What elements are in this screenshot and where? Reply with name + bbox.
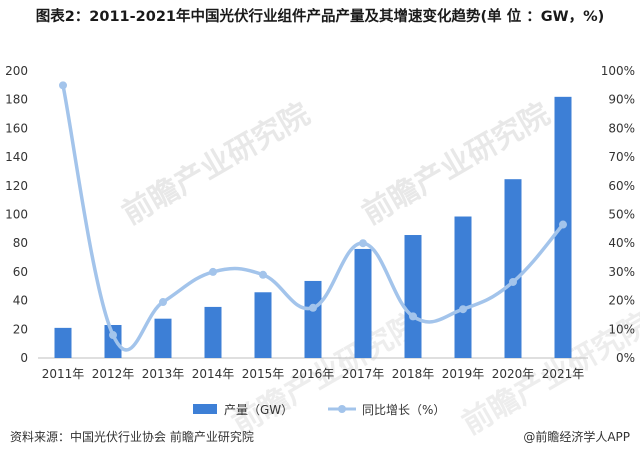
legend: 产量（GW） 同比增长（%）: [193, 403, 445, 417]
right-tick-label: 0%: [616, 351, 635, 365]
chart-title: 图表2：2011-2021年中国光伏行业组件产品产量及其增速变化趋势(单 位 ：…: [35, 9, 605, 25]
left-tick-label: 120: [5, 179, 28, 193]
x-axis-labels: 2011年 2012年 2013年 2014年 2015年 2016年 2017年 2018年…: [42, 367, 585, 381]
x-tick-label: 2017年: [342, 367, 385, 381]
growth-points: [59, 81, 567, 340]
watermark-text: 前瞻产业研究院: [357, 97, 556, 232]
left-tick-label: 0: [20, 351, 28, 365]
legend-line-label: 同比增长（%）: [362, 403, 445, 417]
bar-series: [54, 96, 572, 358]
right-tick-label: 80%: [608, 121, 635, 135]
left-tick-label: 200: [5, 64, 28, 78]
right-tick-label: 50%: [608, 208, 635, 222]
bar: [504, 179, 522, 358]
left-tick-label: 60: [13, 265, 28, 279]
x-tick-label: 2020年: [492, 367, 535, 381]
watermark-text: 前瞻产业研究院: [117, 97, 316, 232]
right-tick-label: 90%: [608, 93, 635, 107]
right-tick-label: 70%: [608, 150, 635, 164]
left-tick-label: 160: [5, 121, 28, 135]
x-tick-label: 2018年: [392, 367, 435, 381]
x-tick-label: 2021年: [542, 367, 585, 381]
legend-line-dot: [338, 405, 346, 413]
x-tick-label: 2013年: [142, 367, 185, 381]
growth-point: [359, 239, 367, 248]
bar: [454, 216, 472, 358]
bar: [304, 280, 322, 358]
growth-point: [259, 270, 267, 279]
x-tick-label: 2019年: [442, 367, 485, 381]
right-tick-label: 60%: [608, 179, 635, 193]
bar: [204, 306, 222, 358]
bar: [254, 292, 272, 358]
growth-point: [409, 312, 417, 321]
growth-point: [109, 331, 117, 340]
left-tick-label: 100: [5, 208, 28, 222]
bar: [104, 324, 122, 358]
growth-point: [509, 277, 517, 286]
left-tick-label: 20: [13, 322, 28, 336]
bar: [54, 327, 72, 358]
right-axis: 0% 10% 20% 30% 40% 50% 60% 70% 80% 90% 100%: [601, 64, 635, 365]
left-tick-label: 40: [13, 294, 28, 308]
growth-point: [559, 220, 567, 229]
growth-point: [459, 305, 467, 314]
legend-bar-label: 产量（GW）: [224, 403, 293, 417]
right-tick-label: 40%: [608, 236, 635, 250]
x-tick-label: 2014年: [192, 367, 235, 381]
bar: [154, 318, 172, 358]
right-tick-label: 30%: [608, 265, 635, 279]
bar: [404, 235, 422, 358]
x-tick-label: 2011年: [42, 367, 85, 381]
growth-point: [159, 298, 167, 307]
x-tick-label: 2012年: [92, 367, 135, 381]
legend-bar-swatch: [193, 404, 217, 414]
x-tick-label: 2016年: [292, 367, 335, 381]
source-note: 资料来源：中国光伏行业协会 前瞻产业研究院: [10, 430, 254, 444]
left-tick-label: 80: [13, 236, 28, 250]
right-tick-label: 20%: [608, 294, 635, 308]
left-tick-label: 140: [5, 150, 28, 164]
right-tick-label: 10%: [608, 322, 635, 336]
footer: 资料来源：中国光伏行业协会 前瞻产业研究院 @前瞻经济学人APP: [10, 428, 630, 450]
growth-point: [309, 303, 317, 312]
left-axis: 0 20 40 60 80 100 120 140 160 180 200: [5, 64, 28, 365]
brand-credit: @前瞻经济学人APP: [523, 430, 630, 444]
growth-point: [209, 267, 217, 276]
bar: [354, 248, 372, 358]
growth-point: [59, 81, 67, 90]
left-tick-label: 180: [5, 93, 28, 107]
x-tick-label: 2015年: [242, 367, 285, 381]
right-tick-label: 100%: [601, 64, 635, 78]
